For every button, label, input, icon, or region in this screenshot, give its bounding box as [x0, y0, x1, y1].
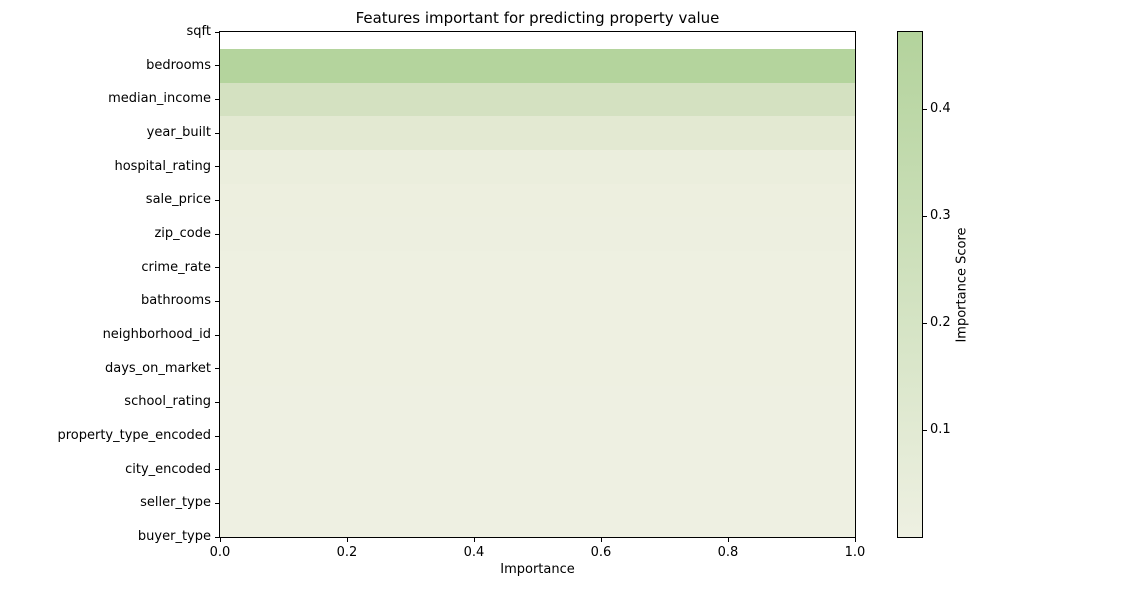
importance-band-city_encoded — [220, 452, 855, 487]
y-tick-mark — [215, 166, 219, 168]
importance-band-school_rating — [220, 385, 855, 420]
y-tick-mark — [215, 31, 219, 33]
y-tick-mark — [215, 502, 219, 504]
y-tick-mark — [215, 334, 219, 336]
colorbar-tick-label-0.1: 0.1 — [930, 422, 951, 437]
colorbar-tick-mark — [923, 215, 927, 217]
plot-area — [219, 31, 856, 538]
colorbar-tick-label-0.3: 0.3 — [930, 208, 951, 224]
x-tick-mark — [727, 538, 729, 542]
y-tick-label-school_rating: school_rating — [124, 394, 211, 410]
y-tick-mark — [215, 469, 219, 471]
importance-band-bedrooms — [220, 48, 855, 83]
y-tick-label-sqft: sqft — [186, 24, 211, 39]
importance-band-median_income — [220, 82, 855, 117]
y-tick-label-median_income: median_income — [108, 91, 211, 107]
importance-band-zip_code — [220, 217, 855, 252]
y-tick-mark — [215, 98, 219, 100]
importance-band-seller_type — [220, 486, 855, 521]
y-tick-label-bedrooms: bedrooms — [146, 57, 211, 73]
y-tick-mark — [215, 132, 219, 134]
colorbar-tick-label-0.2: 0.2 — [930, 315, 951, 331]
y-tick-mark — [215, 536, 219, 538]
colorbar-tick-mark — [923, 429, 927, 431]
y-tick-label-zip_code: zip_code — [154, 226, 211, 241]
importance-band-days_on_market — [220, 351, 855, 386]
importance-band-year_built — [220, 116, 855, 151]
x-tick-mark — [600, 538, 602, 542]
y-tick-mark — [215, 435, 219, 437]
x-tick-label-0.0: 0.0 — [209, 545, 231, 560]
chart-title: Features important for predicting proper… — [355, 9, 720, 27]
y-tick-label-property_type_encoded: property_type_encoded — [57, 428, 211, 443]
importance-band-buyer_type — [220, 520, 855, 537]
x-tick-mark — [346, 538, 348, 542]
y-tick-mark — [215, 401, 219, 403]
colorbar-tick-label-0.4: 0.4 — [930, 101, 951, 117]
x-tick-label-0.4: 0.4 — [463, 545, 485, 560]
x-tick-mark — [854, 538, 856, 542]
colorbar — [897, 31, 923, 538]
y-tick-mark — [215, 368, 219, 370]
importance-band-crime_rate — [220, 250, 855, 285]
importance-band-bathrooms — [220, 284, 855, 319]
y-tick-label-crime_rate: crime_rate — [141, 259, 211, 275]
y-tick-label-bathrooms: bathrooms — [141, 293, 211, 309]
y-tick-label-sale_price: sale_price — [145, 192, 211, 208]
importance-band-hospital_rating — [220, 149, 855, 184]
x-tick-label-0.2: 0.2 — [336, 545, 358, 560]
x-tick-label-0.6: 0.6 — [590, 545, 612, 560]
y-tick-mark — [215, 233, 219, 235]
x-tick-mark — [473, 538, 475, 542]
y-tick-label-seller_type: seller_type — [140, 495, 211, 511]
colorbar-label: Importance Score — [954, 226, 970, 343]
y-tick-label-neighborhood_id: neighborhood_id — [102, 327, 211, 342]
x-tick-mark — [219, 538, 221, 542]
colorbar-tick-mark — [923, 322, 927, 324]
importance-band-property_type_encoded — [220, 419, 855, 454]
x-tick-label-1.0: 1.0 — [844, 545, 866, 560]
y-tick-label-hospital_rating: hospital_rating — [114, 158, 211, 174]
y-tick-label-days_on_market: days_on_market — [104, 360, 211, 376]
importance-band-neighborhood_id — [220, 318, 855, 353]
y-tick-label-year_built: year_built — [146, 125, 211, 140]
x-axis-label: Importance — [500, 562, 575, 577]
y-tick-label-city_encoded: city_encoded — [125, 461, 211, 477]
y-tick-mark — [215, 267, 219, 269]
y-tick-mark — [215, 65, 219, 67]
y-tick-mark — [215, 199, 219, 201]
importance-band-sqft — [220, 32, 855, 50]
x-tick-label-0.8: 0.8 — [717, 545, 739, 560]
colorbar-tick-mark — [923, 108, 927, 110]
y-tick-label-buyer_type: buyer_type — [137, 529, 211, 544]
y-tick-mark — [215, 300, 219, 302]
importance-band-sale_price — [220, 183, 855, 218]
colorbar-label-wrap: Importance Score — [950, 31, 974, 538]
